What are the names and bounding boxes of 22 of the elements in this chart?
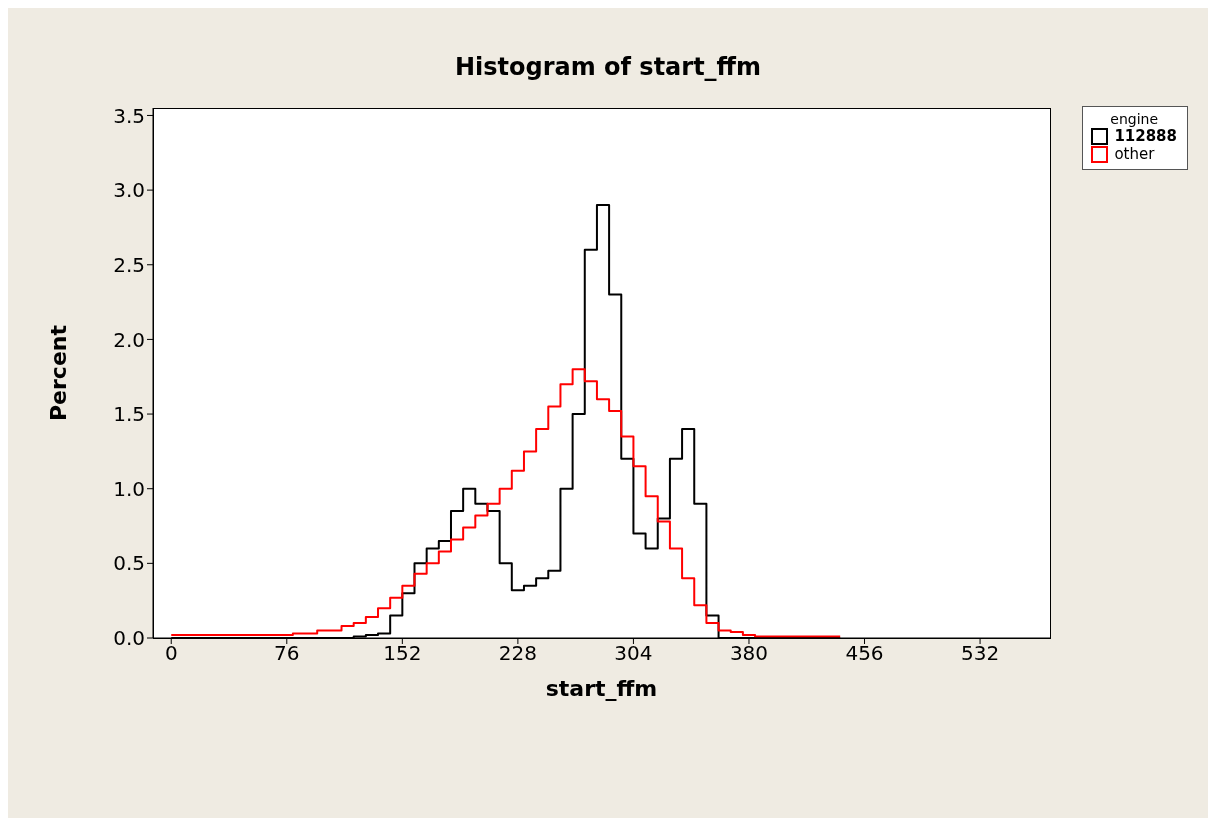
x-tick-label: 152 (383, 641, 422, 666)
chart-title: Histogram of start_ffm (453, 53, 763, 81)
y-tick-label: 3.0 (113, 178, 145, 203)
legend-label: other (1114, 145, 1155, 163)
x-tick-label: 532 (960, 641, 1000, 666)
y-tick-label: 0.0 (113, 626, 145, 651)
legend-title: engine (1109, 111, 1160, 127)
y-tick-label: 2.0 (113, 327, 145, 352)
x-tick-label: 304 (614, 641, 653, 666)
y-axis-title: Percent (45, 324, 71, 422)
y-tick-label: 1.0 (113, 476, 145, 501)
x-tick-label: 228 (498, 641, 537, 666)
x-tick-label: 0 (164, 641, 178, 666)
x-tick-label: 76 (274, 641, 300, 666)
x-tick-label: 456 (845, 641, 884, 666)
x-tick-label: 380 (729, 641, 769, 666)
y-tick-label: 1.5 (113, 402, 145, 427)
y-tick-label: 0.5 (113, 551, 145, 576)
y-tick-label: 3.5 (113, 103, 145, 128)
x-axis-title: start_ffm (545, 676, 658, 701)
legend-label: 112888 (1114, 127, 1177, 145)
y-tick-label: 2.5 (113, 252, 145, 277)
